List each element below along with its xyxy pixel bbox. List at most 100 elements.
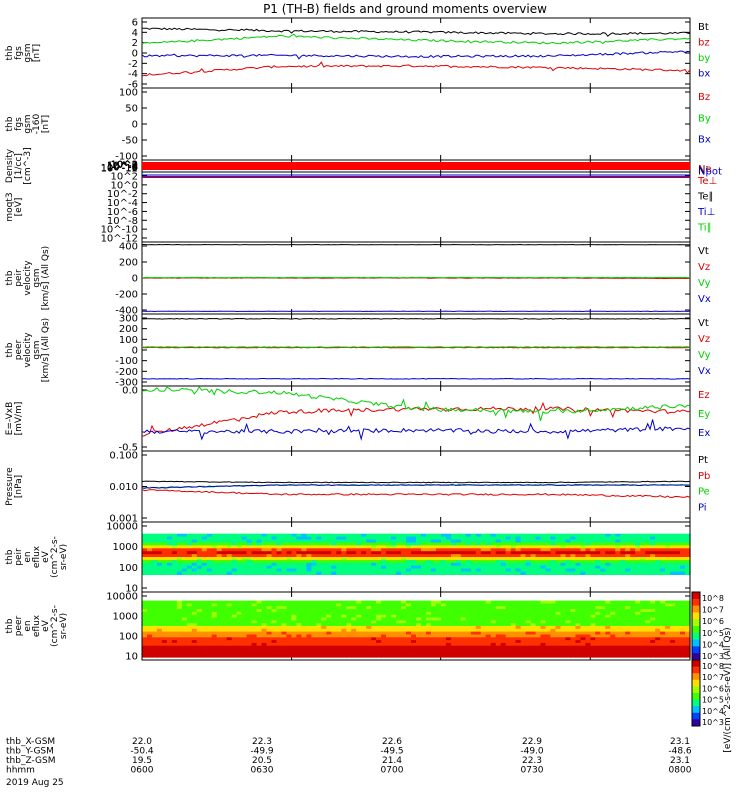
heatmap-cell	[670, 539, 676, 543]
heatmap-cell	[520, 542, 527, 546]
heatmap-cell	[435, 559, 442, 564]
heatmap-cell	[600, 631, 606, 635]
heatmap-cell	[565, 628, 572, 633]
heatmap-cell	[440, 559, 447, 564]
heatmap-cell	[680, 545, 686, 549]
heatmap-cell	[152, 545, 158, 549]
heatmap-cell	[421, 640, 427, 644]
heatmap-cell	[660, 645, 666, 650]
heatmap-cell	[396, 571, 402, 575]
heatmap-cell	[470, 631, 477, 635]
heatmap-cell	[530, 631, 537, 635]
heatmap-cell	[401, 640, 407, 644]
heatmap-cell	[361, 600, 367, 604]
heatmap-cell	[226, 548, 233, 552]
heatmap-cell	[605, 651, 611, 655]
heatmap-cell	[590, 536, 596, 541]
heatmap-cell	[241, 542, 248, 546]
heatmap-cell	[306, 562, 312, 567]
heatmap-cell	[366, 631, 372, 635]
heatmap-cell	[171, 568, 178, 573]
heatmap-cell	[685, 651, 691, 655]
heatmap-cell	[520, 628, 527, 633]
heatmap-cell	[296, 645, 302, 650]
heatmap-cell	[221, 651, 228, 655]
heatmap-cell	[156, 536, 163, 541]
heatmap-cell	[460, 559, 467, 564]
legend-bz: bz	[698, 38, 710, 49]
heatmap-cell	[460, 637, 467, 641]
heatmap-cell	[401, 620, 407, 624]
heatmap-cell	[530, 565, 537, 570]
heatmap-cell	[231, 536, 238, 541]
heatmap-cell	[161, 554, 168, 558]
heatmap-cell	[630, 648, 636, 652]
heatmap-cell	[416, 542, 422, 546]
colorbar-label: [eV/(cm^2-s-sr-eV)] (All Qs)	[723, 627, 733, 752]
heatmap-cell	[152, 562, 158, 567]
heatmap-cell	[575, 559, 581, 564]
heatmap-cell	[545, 600, 552, 604]
heatmap-cell	[655, 640, 661, 644]
y-tick-label: 0.100	[109, 451, 138, 462]
heatmap-cell	[311, 548, 317, 552]
heatmap-cell	[271, 654, 278, 658]
heatmap-cell	[366, 548, 372, 552]
heatmap-cell	[560, 551, 567, 555]
heatmap-cell	[336, 565, 342, 570]
heatmap-cell	[351, 628, 357, 633]
heatmap-cell	[276, 637, 283, 641]
heatmap-cell	[261, 551, 268, 555]
heatmap-cell	[391, 634, 397, 638]
heatmap-cell	[291, 623, 298, 627]
heatmap-cell	[311, 609, 317, 613]
heatmap-cell	[341, 603, 347, 607]
heatmap-cell	[336, 536, 342, 541]
heatmap-cell	[161, 545, 168, 549]
heatmap-cell	[281, 642, 288, 647]
heatmap-cell	[396, 623, 402, 627]
heatmap-cell	[655, 637, 661, 641]
heatmap-cell	[520, 603, 527, 607]
heatmap-cell	[485, 606, 492, 610]
heatmap-cell	[356, 651, 362, 655]
heatmap-cell	[605, 545, 611, 549]
heatmap-cell	[610, 614, 616, 619]
orbit-value: 22.3	[252, 737, 272, 747]
heatmap-cell	[231, 628, 238, 633]
heatmap-cell	[465, 628, 472, 633]
series-Ey	[141, 385, 691, 422]
heatmap-cell	[346, 637, 352, 641]
heatmap-cell	[301, 614, 307, 619]
heatmap-cell	[386, 554, 392, 558]
heatmap-cell	[416, 559, 422, 564]
heatmap-cell	[286, 642, 293, 647]
heatmap-cell	[680, 651, 686, 655]
heatmap-cell	[630, 568, 636, 573]
heatmap-cell	[605, 606, 611, 610]
heatmap-cell	[261, 631, 268, 635]
heatmap-cell	[650, 642, 656, 647]
heatmap-cell	[665, 542, 671, 546]
heatmap-cell	[176, 637, 183, 641]
heatmap-cell	[316, 611, 322, 616]
heatmap-cell	[301, 634, 307, 638]
heatmap-cell	[595, 654, 601, 658]
heatmap-cell	[475, 648, 482, 652]
heatmap-cell	[515, 606, 522, 610]
heatmap-cell	[161, 548, 168, 552]
heatmap-cell	[575, 606, 581, 610]
heatmap-cell	[421, 648, 427, 652]
heatmap-cell	[356, 628, 362, 633]
heatmap-cell	[515, 620, 522, 624]
heatmap-cell	[480, 568, 487, 573]
heatmap-cell	[396, 654, 402, 658]
heatmap-cell	[291, 626, 298, 630]
heatmap-cell	[675, 651, 681, 655]
heatmap-cell	[311, 642, 317, 647]
heatmap-cell	[261, 620, 268, 624]
heatmap-cell	[231, 539, 238, 543]
heatmap-cell	[296, 565, 302, 570]
heatmap-cell	[161, 568, 168, 573]
